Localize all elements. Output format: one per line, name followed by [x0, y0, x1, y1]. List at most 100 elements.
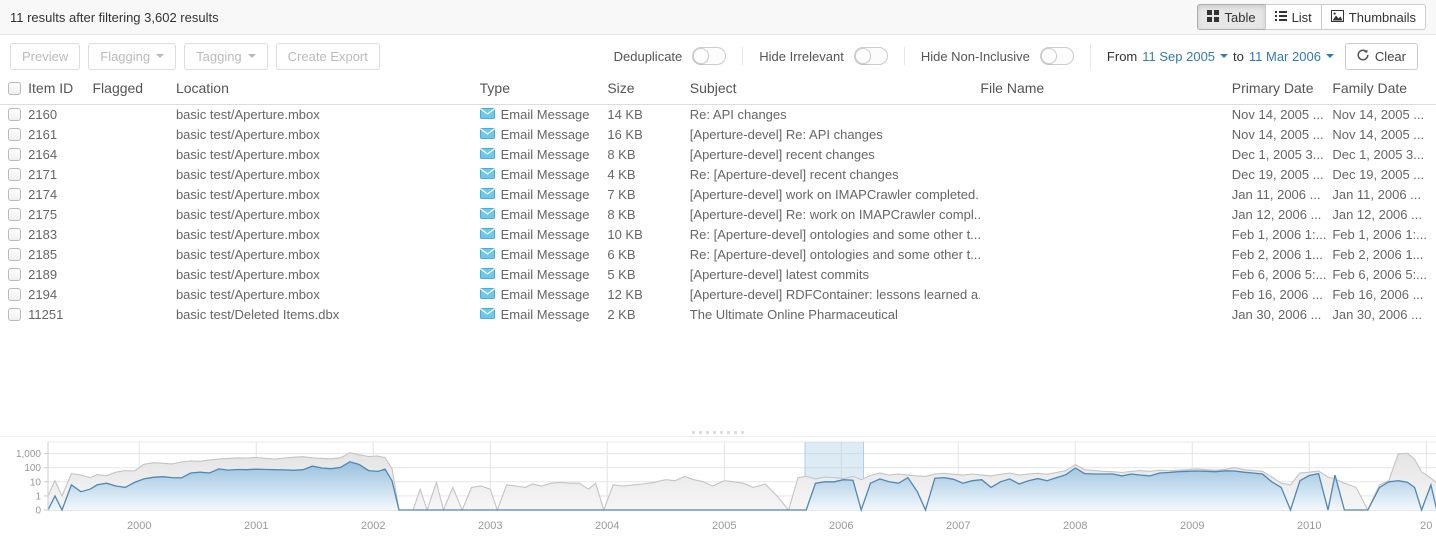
table-row[interactable]: 2183 basic test/Aperture.mbox Email Messag… — [0, 224, 1436, 244]
cell-file-name — [980, 304, 1231, 324]
table-row[interactable]: 2194 basic test/Aperture.mbox Email Messag… — [0, 284, 1436, 304]
cell-size: 14 KB — [607, 106, 643, 122]
table-header-row: Item ID Flagged Location Type Size Subje… — [0, 77, 1436, 105]
table-row[interactable]: 11251 basic test/Deleted Items.dbx Email M… — [0, 304, 1436, 324]
select-all-checkbox[interactable] — [8, 81, 21, 95]
results-topbar: 11 results after filtering 3,602 results… — [0, 0, 1436, 35]
column-header-subject[interactable]: Subject — [689, 77, 981, 105]
table-row[interactable]: 2174 basic test/Aperture.mbox Email Messag… — [0, 184, 1436, 204]
column-header-type[interactable]: Type — [479, 77, 608, 105]
email-message-icon — [479, 227, 495, 242]
table-row[interactable]: 2161 basic test/Aperture.mbox Email Messag… — [0, 124, 1436, 144]
date-to-value[interactable]: 11 Mar 2006 — [1248, 48, 1321, 64]
cell-primary-date: Dec 1, 2005 3... — [1231, 146, 1324, 162]
hide-non-inclusive-control: Hide Non-Inclusive — [903, 47, 1090, 65]
row-checkbox[interactable] — [8, 107, 21, 121]
chevron-down-icon[interactable] — [1220, 54, 1229, 58]
row-checkbox-cell — [0, 144, 28, 164]
create-export-button[interactable]: Create Export — [275, 42, 380, 70]
cell-size: 5 KB — [607, 266, 636, 282]
cell-file-name — [980, 104, 1231, 124]
row-checkbox[interactable] — [8, 247, 21, 261]
row-checkbox[interactable] — [8, 227, 21, 241]
cell-subject: [Aperture-devel] work on IMAPCrawler com… — [689, 186, 981, 202]
cell-type: Email Message — [479, 244, 608, 264]
column-header-item-id[interactable]: Item ID — [28, 77, 93, 105]
row-checkbox[interactable] — [8, 267, 21, 281]
view-table-button[interactable]: Table — [1197, 4, 1266, 30]
flagging-dropdown-button[interactable]: Flagging — [88, 42, 177, 70]
row-checkbox[interactable] — [8, 287, 21, 301]
column-header-file-name[interactable]: File Name — [980, 77, 1232, 105]
view-thumbnails-button[interactable]: Thumbnails — [1320, 4, 1426, 30]
row-checkbox[interactable] — [8, 127, 21, 141]
y-axis-label: 0 — [35, 506, 41, 517]
row-checkbox[interactable] — [8, 167, 21, 181]
row-checkbox[interactable] — [8, 187, 21, 201]
select-all-header — [0, 77, 29, 105]
column-header-family-date[interactable]: Family Date — [1332, 77, 1436, 105]
timeline-resize-handle[interactable] — [0, 429, 1436, 436]
cell-type: Email Message — [479, 284, 608, 304]
row-checkbox[interactable] — [8, 207, 21, 221]
column-header-location[interactable]: Location — [175, 77, 480, 105]
email-message-icon — [479, 267, 495, 282]
cell-flagged — [93, 184, 176, 204]
hide-irrelevant-toggle[interactable] — [853, 47, 888, 65]
timeline-chart[interactable]: 1,000 100 10 1 0 2000 2001 2002 2003 2004 2005 2006… — [0, 436, 1436, 538]
cell-subject: [Aperture-devel] Re: API changes — [689, 126, 883, 142]
row-checkbox-cell — [0, 284, 28, 304]
type-label: Email Message — [500, 186, 590, 202]
preview-button[interactable]: Preview — [10, 42, 81, 70]
deduplicate-toggle[interactable] — [692, 47, 727, 65]
cell-type: Email Message — [479, 204, 608, 224]
type-label: Email Message — [500, 226, 590, 242]
cell-location: basic test/Aperture.mbox — [175, 126, 320, 142]
cell-type: Email Message — [479, 144, 608, 164]
cell-location: basic test/Aperture.mbox — [175, 186, 320, 202]
cell-size: 16 KB — [607, 126, 643, 142]
view-table-label: Table — [1224, 9, 1256, 25]
row-checkbox-cell — [0, 124, 28, 144]
cell-flagged — [93, 224, 176, 244]
column-header-flagged[interactable]: Flagged — [92, 77, 176, 105]
cell-type: Email Message — [479, 224, 608, 244]
date-from-value[interactable]: 11 Sep 2005 — [1142, 48, 1216, 64]
cell-flagged — [93, 164, 176, 184]
x-axis-year-label: 2008 — [1063, 520, 1087, 532]
clear-date-filter-button[interactable]: Clear — [1344, 42, 1418, 70]
hide-non-inclusive-toggle[interactable] — [1039, 47, 1074, 65]
row-checkbox[interactable] — [8, 147, 21, 161]
cell-item-id: 2175 — [28, 206, 58, 222]
row-checkbox[interactable] — [8, 307, 21, 321]
table-row[interactable]: 2189 basic test/Aperture.mbox Email Messag… — [0, 264, 1436, 284]
x-axis-year-label: 2006 — [829, 520, 853, 532]
filter-controls: Deduplicate Hide Irrelevant Hide Non-Inc… — [598, 42, 1426, 70]
table-row[interactable]: 2160 basic test/Aperture.mbox Email Messag… — [0, 104, 1436, 124]
type-label: Email Message — [500, 306, 590, 322]
deduplicate-label: Deduplicate — [613, 48, 683, 64]
row-checkbox-cell — [0, 164, 28, 184]
view-list-button[interactable]: List — [1264, 4, 1322, 30]
cell-file-name — [980, 244, 1231, 264]
column-header-size[interactable]: Size — [607, 77, 690, 105]
cell-family-date: Dec 1, 2005 3... — [1332, 146, 1425, 162]
refresh-icon — [1357, 48, 1369, 64]
create-export-button-label: Create Export — [287, 48, 368, 64]
chevron-down-icon[interactable] — [1325, 54, 1334, 58]
email-message-icon — [479, 147, 495, 162]
tagging-dropdown-button[interactable]: Tagging — [184, 42, 268, 70]
column-header-primary-date[interactable]: Primary Date — [1231, 77, 1333, 105]
table-row[interactable]: 2175 basic test/Aperture.mbox Email Messag… — [0, 204, 1436, 224]
table-row[interactable]: 2171 basic test/Aperture.mbox Email Messag… — [0, 164, 1436, 184]
chevron-down-icon — [156, 54, 165, 58]
table-row[interactable]: 2164 basic test/Aperture.mbox Email Messag… — [0, 144, 1436, 164]
cell-file-name — [980, 284, 1231, 304]
table-row[interactable]: 2185 basic test/Aperture.mbox Email Messag… — [0, 244, 1436, 264]
x-axis-year-label: 2000 — [127, 520, 151, 532]
row-checkbox-cell — [0, 224, 28, 244]
filtered-results-line — [47, 461, 1436, 513]
x-axis-year-label: 2003 — [478, 520, 502, 532]
email-message-icon — [479, 247, 495, 262]
type-label: Email Message — [500, 106, 590, 122]
